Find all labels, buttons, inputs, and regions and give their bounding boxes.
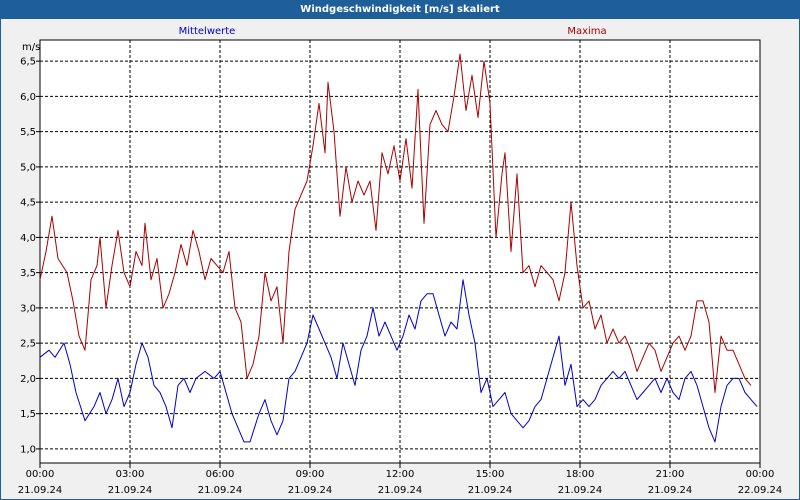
y-tick-label: 4,5: [20, 198, 36, 209]
x-tick-time: 03:00: [116, 469, 145, 480]
series-lines: [39, 53, 758, 443]
y-unit-label: m/s: [22, 42, 40, 53]
x-tick-time: 09:00: [296, 469, 325, 480]
x-tick-date: 21.09.24: [288, 485, 333, 496]
x-tick-time: 18:00: [566, 469, 595, 480]
grid-lines: [40, 40, 760, 463]
y-tick-label: 1,0: [20, 444, 36, 455]
legend-mittelwerte: Mittelwerte: [179, 26, 236, 37]
y-tick-label: 3,0: [20, 303, 36, 314]
x-tick-date: 21.09.24: [468, 485, 513, 496]
y-tick-label: 2,5: [20, 339, 36, 350]
x-tick-date: 21.09.24: [378, 485, 423, 496]
x-tick-time: 15:00: [476, 469, 505, 480]
x-tick-date: 21.09.24: [198, 485, 243, 496]
legend-maxima: Maxima: [567, 26, 606, 37]
series-line-mittelwerte: [39, 279, 758, 443]
y-tick-label: 6,0: [20, 92, 36, 103]
x-tick-time: 21:00: [656, 469, 685, 480]
y-tick-label: 6,5: [20, 57, 36, 68]
x-axis: 00:00 21.09.24 03:00 21.09.24 06:00 21.09.24 0…: [18, 463, 783, 496]
y-axis: 1,0 1,5 2,0 2,5 3,0 3,5 4,0 4,5 5,0 5,5 6,0 6,5: [20, 57, 40, 455]
y-tick-label: 4,0: [20, 233, 36, 244]
x-tick-time: 06:00: [206, 469, 235, 480]
x-tick-time: 12:00: [386, 469, 415, 480]
series-line-maxima: [39, 53, 752, 393]
x-tick-date: 21.09.24: [648, 485, 693, 496]
x-tick-date: 21.09.24: [18, 485, 63, 496]
y-tick-label: 1,5: [20, 409, 36, 420]
x-tick-time: 00:00: [26, 469, 55, 480]
window-title: Windgeschwindigkeit [m/s] skaliert: [1, 1, 799, 19]
x-tick-time: 00:00: [746, 469, 775, 480]
x-tick-date: 22.09.24: [738, 485, 783, 496]
y-tick-label: 5,0: [20, 162, 36, 173]
y-tick-label: 2,0: [20, 374, 36, 385]
y-tick-label: 3,5: [20, 268, 36, 279]
x-tick-date: 21.09.24: [108, 485, 153, 496]
y-tick-label: 5,5: [20, 127, 36, 138]
x-tick-date: 21.09.24: [558, 485, 603, 496]
